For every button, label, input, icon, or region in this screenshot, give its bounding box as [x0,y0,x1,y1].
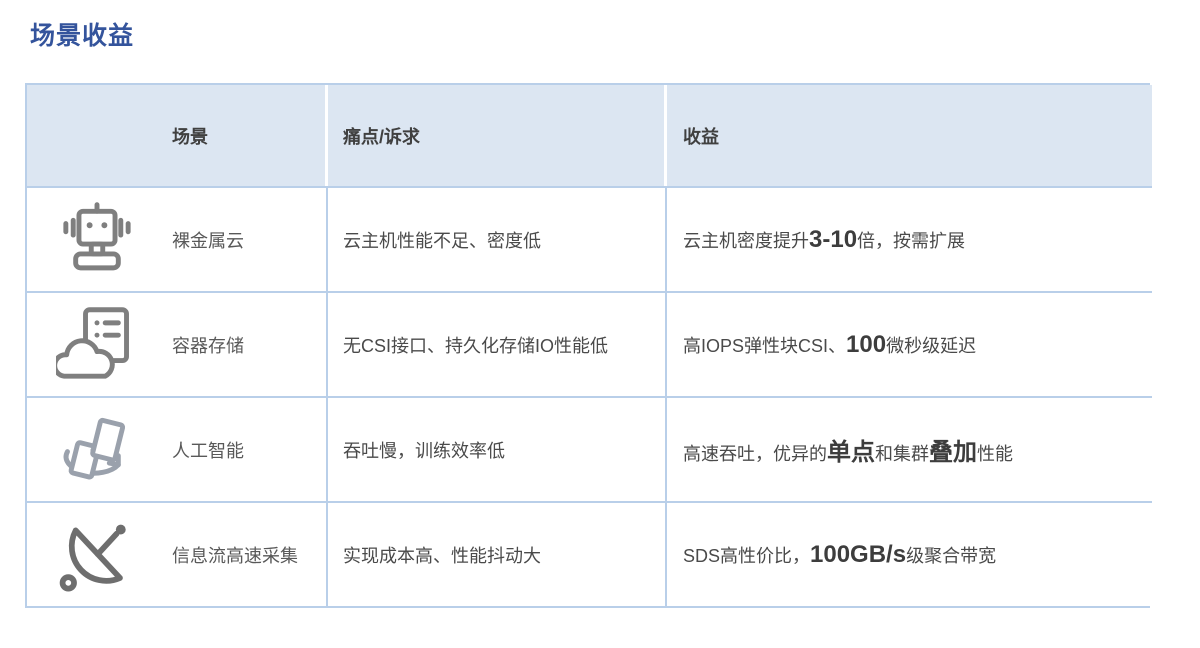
table-row-pain-cell: 吞吐慢，训练效率低 [328,396,667,501]
page-title: 场景收益 [30,22,135,50]
table-row-scenario-cell: 信息流高速采集 [27,501,328,606]
column-header-scenario: 场景 [27,85,328,186]
table-row-scenario-cell: 裸金属云 [27,186,328,291]
pain-text: 吞吐慢，训练效率低 [343,440,505,461]
benefit-text: 云主机密度提升3-10倍，按需扩展 [683,225,966,253]
column-header-painpoint: 痛点/诉求 [328,85,667,186]
benefit-text: 高速吞吐，优异的单点和集群叠加性能 [683,439,1013,466]
table-row-pain-cell: 云主机性能不足、密度低 [328,186,667,291]
pain-text: 无CSI接口、持久化存储IO性能低 [343,335,609,356]
scenario-label: 裸金属云 [172,230,244,251]
table-row-scenario-cell: 容器存储 [27,291,328,396]
table-row-benefit-cell: 高IOPS弹性块CSI、100微秒级延迟 [667,291,1152,396]
pain-text: 云主机性能不足、密度低 [343,230,541,251]
scenario-label: 人工智能 [172,440,244,461]
table-row-benefit-cell: SDS高性价比，100GB/s级聚合带宽 [667,501,1152,606]
pain-text: 实现成本高、性能抖动大 [343,545,541,566]
table-row-pain-cell: 无CSI接口、持久化存储IO性能低 [328,291,667,396]
column-header-benefit: 收益 [667,85,1152,186]
scenario-benefits-table: 场景 痛点/诉求 收益 裸金属云 [25,83,1152,608]
ai-icon [55,408,139,492]
benefit-text: SDS高性价比，100GB/s级聚合带宽 [683,540,997,568]
robot-icon [55,198,139,282]
scenario-label: 信息流高速采集 [172,545,298,566]
table-row-pain-cell: 实现成本高、性能抖动大 [328,501,667,606]
scenario-label: 容器存储 [172,335,244,356]
satellite-dish-icon [55,513,139,597]
benefit-text: 高IOPS弹性块CSI、100微秒级延迟 [683,330,977,358]
table-row-benefit-cell: 云主机密度提升3-10倍，按需扩展 [667,186,1152,291]
table-row-scenario-cell: 人工智能 [27,396,328,501]
table-row-benefit-cell: 高速吞吐，优异的单点和集群叠加性能 [667,396,1152,501]
container-storage-icon [55,303,139,387]
